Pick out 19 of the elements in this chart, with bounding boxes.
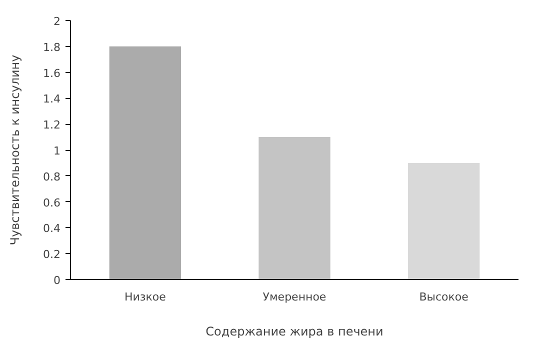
bar: [408, 162, 480, 280]
y-tick-label: 0.4: [43, 222, 61, 236]
x-tick-label: Высокое: [419, 290, 469, 304]
y-tick-label: 0.8: [43, 170, 61, 184]
y-axis-title: Чувствительность к инсулину: [8, 54, 22, 246]
y-tick-label: 1.2: [43, 118, 61, 132]
y-tick-label: 0.6: [43, 196, 61, 210]
bar: [109, 46, 182, 280]
y-tick-label: 1.4: [43, 92, 61, 106]
x-tick-label: Умеренное: [262, 290, 326, 304]
x-axis-title: Содержание жира в печени: [206, 324, 384, 338]
x-tick-label: Низкое: [124, 290, 166, 304]
y-tick-label: 1.8: [43, 40, 61, 54]
bar: [258, 137, 330, 280]
y-tick-label: 2: [54, 15, 60, 28]
y-tick-label: 1: [54, 144, 60, 158]
y-tick-label: 0.2: [43, 248, 61, 262]
y-tick-label: 0: [54, 274, 60, 287]
y-tick-label: 1.6: [43, 66, 61, 80]
